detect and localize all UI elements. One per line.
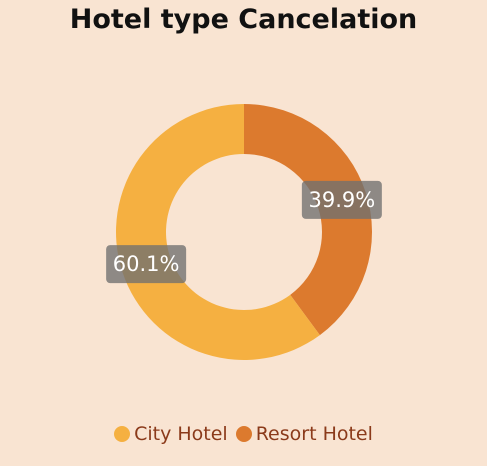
legend-swatch (114, 426, 131, 442)
slice-label-background (301, 180, 382, 219)
donut-slice-city-hotel[interactable] (116, 104, 320, 361)
slice-label-text: 39.9% (308, 188, 375, 212)
slice-label-resort-hotel: 39.9% (301, 180, 382, 219)
slice-label-background (106, 245, 187, 284)
donut-slice-resort-hotel[interactable] (244, 104, 372, 336)
legend-swatch (235, 426, 252, 442)
chart-legend: City Hotel Resort Hotel (0, 423, 487, 445)
chart-title: Hotel type Cancelation (69, 4, 418, 35)
legend-label: Resort Hotel (255, 423, 373, 445)
slice-label-text: 60.1% (113, 252, 180, 276)
legend-item-resort-hotel[interactable]: Resort Hotel (235, 423, 373, 445)
legend-item-city-hotel[interactable]: City Hotel (114, 423, 228, 445)
legend-label: City Hotel (134, 423, 228, 445)
slice-label-city-hotel: 60.1% (106, 245, 187, 284)
